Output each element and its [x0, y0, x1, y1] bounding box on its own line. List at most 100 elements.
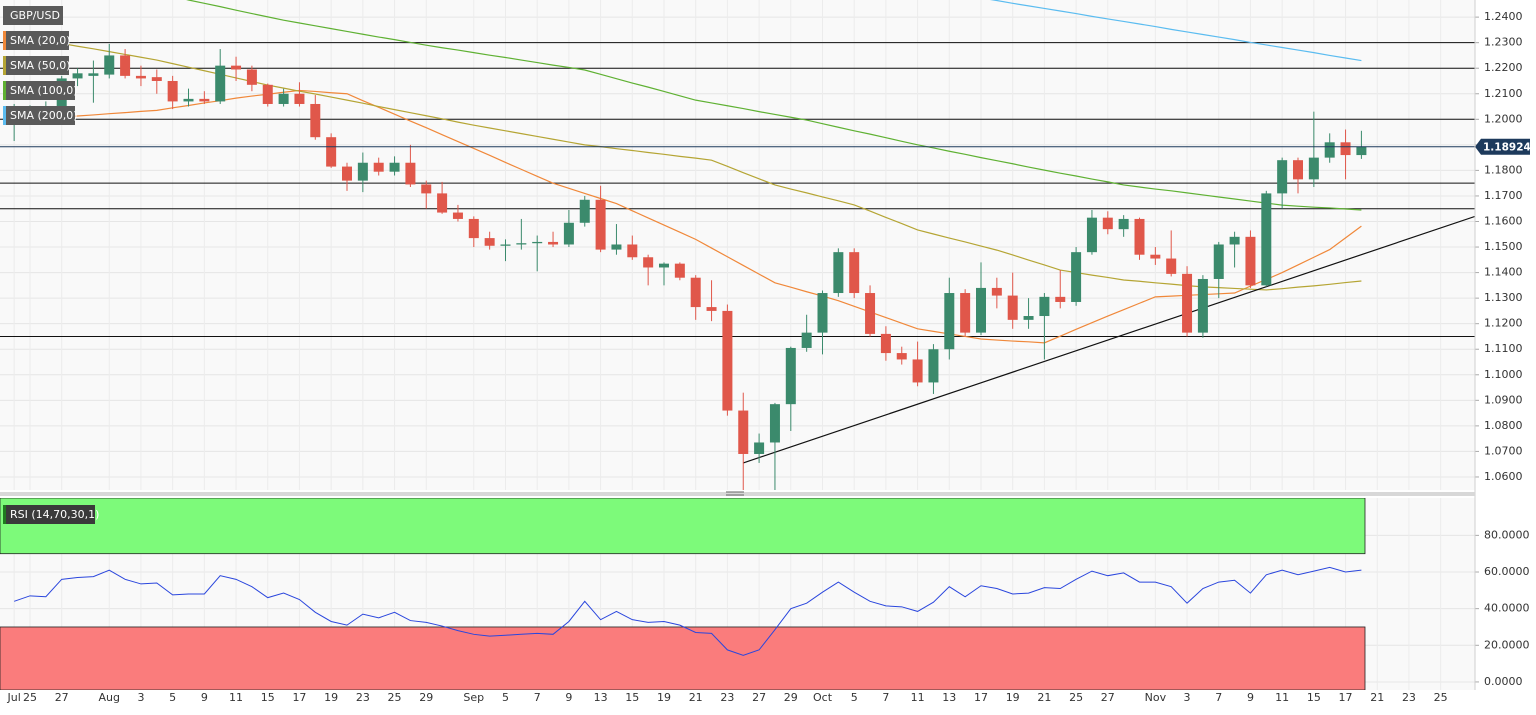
candle-body	[104, 55, 115, 75]
candle-body	[595, 199, 606, 250]
candle-body	[1055, 296, 1066, 302]
candle-body	[722, 310, 733, 411]
candle-body	[643, 257, 654, 268]
x-tick-label: 11	[229, 691, 243, 704]
candle-body	[246, 69, 257, 85]
x-tick-label: 5	[169, 691, 176, 704]
candle-body	[120, 55, 131, 76]
x-tick-label: 27	[55, 691, 69, 704]
candle-body	[262, 84, 273, 104]
candle-body	[421, 184, 432, 194]
candle-body	[1324, 142, 1335, 158]
candle-body	[706, 307, 717, 311]
candle-body	[500, 244, 511, 246]
candle-body	[1071, 252, 1082, 302]
candle-body	[215, 65, 226, 102]
y-tick-label: 1.1300	[1484, 291, 1523, 304]
x-tick-label: 15	[261, 691, 275, 704]
candle-body	[674, 263, 685, 278]
legend: GBP/USD SMA (20,0) SMA (50,0) SMA (100,0…	[3, 6, 99, 524]
x-tick-label: 27	[752, 691, 766, 704]
candle-body	[833, 252, 844, 294]
candle-body	[738, 410, 749, 454]
y-tick-label: 1.1700	[1484, 189, 1523, 202]
x-tick-label: 29	[419, 691, 433, 704]
candle-body	[1340, 142, 1351, 156]
candle-body	[1102, 217, 1113, 230]
x-tick-label: 27	[1101, 691, 1115, 704]
candle-body	[1086, 217, 1097, 253]
candle-body	[1229, 236, 1240, 245]
x-tick-label: 15	[1307, 691, 1321, 704]
candle-body	[769, 404, 780, 443]
candle-body	[659, 263, 669, 268]
candle-body	[627, 244, 638, 258]
candle-body	[310, 103, 321, 138]
legend-swatch	[3, 81, 6, 100]
legend-box	[3, 56, 69, 75]
x-tick-label: 5	[851, 691, 858, 704]
y-tick-label: 1.2200	[1484, 61, 1523, 74]
title-box	[3, 6, 63, 25]
candle-body	[1134, 218, 1145, 255]
legend-entry[interactable]: SMA (200,0)	[10, 109, 78, 122]
candle-body	[690, 277, 701, 308]
legend-entry[interactable]: SMA (100,0)	[10, 84, 78, 97]
candle-body	[1118, 218, 1129, 230]
legend-entry[interactable]: SMA (20,0)	[10, 34, 71, 47]
x-tick-label: 9	[1247, 691, 1254, 704]
x-tick-label: 13	[942, 691, 956, 704]
y-tick-label: 1.2100	[1484, 87, 1523, 100]
trend-line	[743, 215, 1475, 464]
x-tick-label: 17	[292, 691, 306, 704]
x-tick-label: 7	[534, 691, 541, 704]
chart-title: GBP/USD	[10, 9, 60, 22]
x-tick-label: 15	[625, 691, 639, 704]
candle-body	[405, 162, 416, 185]
candle-body	[579, 199, 590, 223]
sma-line	[186, 0, 1362, 211]
x-tick-label: 5	[502, 691, 509, 704]
candle-body	[928, 349, 939, 383]
candle-body	[976, 287, 986, 333]
y-tick-label: 1.0700	[1484, 444, 1523, 457]
candle-body	[1166, 258, 1177, 274]
y-tick-label: 1.1500	[1484, 240, 1523, 253]
x-tick-label: 19	[324, 691, 338, 704]
candle-body	[326, 137, 337, 167]
candle-body	[1277, 160, 1288, 194]
x-tick-label: 21	[1370, 691, 1384, 704]
legend-swatch	[3, 106, 6, 125]
candle-body	[944, 293, 955, 350]
candle-body	[199, 98, 210, 102]
legend-entry[interactable]: SMA (50,0)	[10, 59, 71, 72]
y-tick-label: 1.1200	[1484, 317, 1523, 330]
rsi-title-box	[3, 505, 95, 524]
x-tick-label: 9	[565, 691, 572, 704]
main-panel	[0, 0, 1475, 490]
candle-body	[865, 293, 876, 334]
rsi-title: RSI (14,70,30,1)	[10, 508, 99, 521]
sma-line	[989, 0, 1362, 62]
candle-body	[1039, 296, 1050, 317]
candle-body	[167, 80, 178, 102]
sma-line	[14, 89, 1362, 344]
candle-body	[1182, 273, 1193, 333]
x-tick-label: 13	[594, 691, 608, 704]
candle-body	[1293, 160, 1303, 180]
x-tick-label: 17	[1339, 691, 1353, 704]
candle-body	[563, 222, 574, 245]
x-tick-label: Oct	[813, 691, 833, 704]
x-tick-label: Sep	[463, 691, 484, 704]
x-tick-label: 9	[201, 691, 208, 704]
rsi-line	[13, 566, 1362, 656]
candle-body	[468, 218, 479, 239]
overbought-zone	[0, 498, 1366, 555]
candle-body	[912, 359, 923, 383]
y-tick-label: 1.0800	[1484, 419, 1523, 432]
sma-line	[14, 34, 1362, 291]
candle-body	[991, 287, 1002, 296]
x-tick-label: 21	[1037, 691, 1051, 704]
y-tick-label: 1.1400	[1484, 266, 1523, 279]
candle-body	[231, 65, 242, 70]
